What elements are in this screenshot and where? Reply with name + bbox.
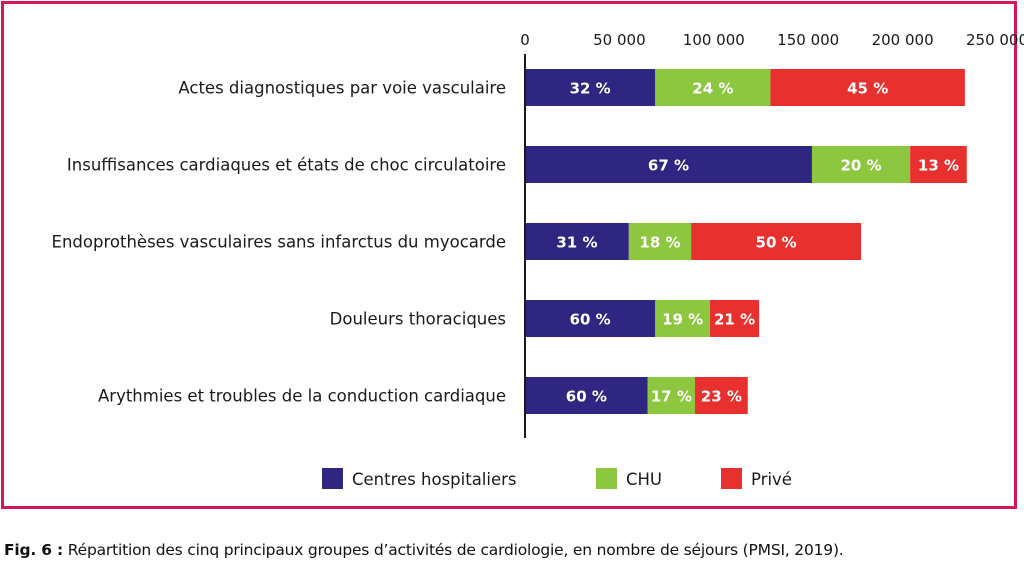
category-label: Actes diagnostiques par voie vasculaire — [178, 79, 506, 98]
bar-data-label: 21 % — [714, 311, 755, 329]
bar-data-label: 24 % — [692, 80, 733, 98]
x-tick-label: 100 000 — [683, 31, 745, 49]
bar-segment — [525, 377, 648, 414]
bar-data-label: 67 % — [648, 157, 689, 175]
figure-caption: Fig. 6 : Répartition des cinq principaux… — [4, 541, 1022, 559]
category-label: Endoprothèses vasculaires sans infarctus… — [52, 233, 506, 252]
bar-data-label: 60 % — [570, 311, 611, 329]
bar-data-label: 32 % — [570, 80, 611, 98]
bar-segment — [525, 223, 629, 260]
legend-swatch — [596, 468, 617, 489]
category-label: Insuffisances cardiaques et états de cho… — [67, 156, 506, 175]
bar-segment — [525, 300, 656, 337]
bar-data-label: 18 % — [639, 234, 680, 252]
bar-data-label: 50 % — [756, 234, 797, 252]
bar-data-label: 45 % — [847, 80, 888, 98]
bar-data-label: 17 % — [651, 388, 692, 406]
bar-segment — [691, 223, 862, 260]
bar-data-label: 60 % — [566, 388, 607, 406]
bar-segment — [655, 69, 771, 106]
x-tick-label: 200 000 — [872, 31, 934, 49]
bar-segment — [910, 146, 967, 183]
category-label: Douleurs thoraciques — [330, 310, 506, 329]
legend-swatch — [322, 468, 343, 489]
bar-segment — [647, 377, 695, 414]
bar-data-label: 20 % — [840, 157, 881, 175]
category-label: Arythmies et troubles de la conduction c… — [98, 387, 506, 406]
bar-data-label: 19 % — [662, 311, 703, 329]
caption-text: Répartition des cinq principaux groupes … — [63, 541, 844, 559]
bar-segment — [525, 146, 812, 183]
bar-data-label: 31 % — [556, 234, 597, 252]
caption-figure-number: Fig. 6 : — [4, 541, 64, 559]
bar-segment — [770, 69, 965, 106]
legend-label: Centres hospitaliers — [352, 470, 517, 489]
x-tick-label: 50 000 — [593, 31, 646, 49]
x-tick-label: 0 — [520, 31, 530, 49]
bar-segment — [628, 223, 692, 260]
x-tick-label: 150 000 — [777, 31, 839, 49]
legend-swatch — [721, 468, 742, 489]
legend-label: CHU — [626, 470, 662, 489]
bar-segment — [811, 146, 911, 183]
bar-data-label: 23 % — [701, 388, 742, 406]
x-tick-label: 250 000 — [966, 31, 1024, 49]
bar-data-label: 13 % — [918, 157, 959, 175]
bar-segment — [710, 300, 760, 337]
stacked-bar-chart: 0 50 000 100 000 150 000 200 000 250 000 Actes… — [52, 31, 1024, 489]
bar-segment — [655, 300, 711, 337]
bar-segment — [525, 69, 656, 106]
bar-segment — [694, 377, 748, 414]
legend-label: Privé — [751, 470, 792, 489]
